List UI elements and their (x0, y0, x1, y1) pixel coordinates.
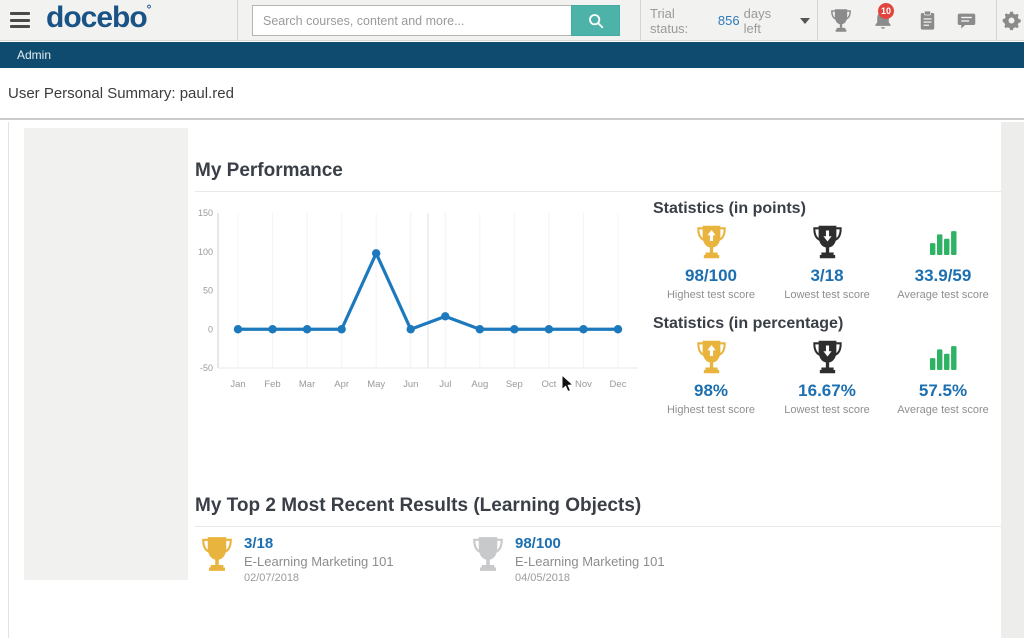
svg-text:Dec: Dec (610, 379, 627, 390)
result-item: 98/100 E-Learning Marketing 101 04/05/20… (473, 535, 665, 584)
stat-value: 33.9/59 (914, 266, 972, 285)
notifications-button[interactable]: 10 (866, 0, 900, 41)
hamburger-menu-icon[interactable] (10, 12, 30, 28)
divider (817, 0, 818, 41)
performance-chart: 150 100 50 0 -50 Jan Feb Mar Apr May Jun Jul Aug Sep O… (198, 208, 638, 390)
notification-badge: 10 (878, 3, 894, 19)
stat-label: Lowest test score (784, 404, 870, 416)
stat-value: 3/18 (810, 266, 844, 285)
messages-button[interactable] (950, 0, 982, 41)
svg-text:Jun: Jun (403, 379, 418, 390)
stats-percentage-grid: 98% Highest test score 16.67% Lowest tes… (653, 337, 1001, 416)
stats-points-title: Statistics (in points) (653, 200, 806, 217)
page-title: User Personal Summary: paul.red (8, 84, 234, 102)
caret-down-icon (800, 17, 810, 24)
trophy-up-gold-icon (697, 339, 726, 375)
mouse-cursor-icon (561, 374, 575, 393)
svg-text:100: 100 (198, 247, 213, 257)
top-bar: docebo° Trial status: 856 days left 10 (0, 0, 1024, 41)
gear-icon (1002, 11, 1021, 31)
admin-menu-label[interactable]: Admin (17, 48, 52, 62)
search-input[interactable] (252, 5, 571, 36)
stat-item: 98/100 Highest test score (653, 222, 769, 301)
svg-text:Feb: Feb (264, 379, 280, 390)
trial-status-dropdown[interactable]: Trial status: 856 days left (650, 0, 810, 41)
sidebar-placeholder-panel (24, 128, 188, 580)
stat-value: 98% (693, 381, 729, 400)
trial-days-left: 856 (717, 13, 740, 28)
statistics-panel: Statistics (in points) 98/100 Highest te… (653, 200, 1001, 416)
stat-label: Highest test score (666, 289, 756, 301)
logo-registered-mark: ° (146, 2, 152, 16)
svg-text:50: 50 (203, 286, 213, 296)
result-item: 3/18 E-Learning Marketing 101 02/07/2018 (202, 535, 394, 584)
stat-label: Highest test score (666, 404, 756, 416)
stat-value: 57.5% (918, 381, 968, 400)
trophy-gold-icon (202, 535, 232, 573)
svg-text:Aug: Aug (471, 379, 488, 390)
results-section-title: My Top 2 Most Recent Results (Learning O… (195, 495, 1001, 527)
trophy-up-gold-icon (697, 224, 726, 260)
svg-text:0: 0 (208, 324, 213, 334)
svg-text:Nov: Nov (575, 379, 592, 390)
divider (640, 0, 641, 41)
docebo-logo[interactable]: docebo° (46, 1, 152, 34)
result-date: 04/05/2018 (515, 572, 571, 584)
stat-value: 98/100 (685, 266, 737, 285)
search-bar (252, 5, 620, 36)
stat-label: Average test score (897, 289, 989, 301)
admin-bar: Admin (0, 42, 1024, 68)
stat-label: Lowest test score (784, 289, 870, 301)
gamification-trophy-button[interactable] (826, 0, 856, 41)
trophy-down-black-icon (813, 224, 842, 260)
svg-text:Oct: Oct (542, 379, 557, 390)
divider (996, 0, 997, 41)
svg-text:-50: -50 (200, 363, 213, 373)
trial-status-label: Trial status: (650, 5, 689, 36)
tasks-button[interactable] (912, 0, 942, 41)
result-score: 98/100 (515, 535, 561, 552)
search-button[interactable] (571, 5, 620, 36)
result-course: E-Learning Marketing 101 (244, 554, 394, 569)
chat-icon (957, 13, 975, 28)
svg-text:Apr: Apr (334, 379, 349, 390)
stat-item: 33.9/59 Average test score (885, 222, 1001, 301)
stat-item: 57.5% Average test score (885, 337, 1001, 416)
trophy-down-black-icon (813, 339, 842, 375)
svg-text:Sep: Sep (506, 379, 523, 390)
svg-text:Jan: Jan (230, 379, 245, 390)
stats-points-grid: 98/100 Highest test score 3/18 Lowest te… (653, 222, 1001, 301)
stat-item: 98% Highest test score (653, 337, 769, 416)
bar-chart-green-icon (929, 344, 958, 370)
result-course: E-Learning Marketing 101 (515, 554, 665, 569)
divider (237, 0, 238, 41)
svg-text:Jul: Jul (439, 379, 451, 390)
clipboard-icon (920, 10, 934, 30)
svg-text:150: 150 (198, 208, 213, 218)
trophy-silver-icon (473, 535, 503, 573)
trophy-icon (831, 8, 851, 33)
svg-text:Mar: Mar (299, 379, 315, 390)
scroll-gutter (1001, 122, 1024, 638)
page-header: User Personal Summary: paul.red (0, 68, 1024, 120)
bar-chart-green-icon (929, 229, 958, 255)
stat-item: 16.67% Lowest test score (769, 337, 885, 416)
result-date: 02/07/2018 (244, 572, 300, 584)
stat-item: 3/18 Lowest test score (769, 222, 885, 301)
trial-status-suffix: days left (743, 5, 772, 36)
settings-button[interactable] (999, 0, 1024, 41)
result-score: 3/18 (244, 535, 274, 552)
performance-section-title: My Performance (195, 160, 1001, 192)
svg-text:May: May (367, 379, 385, 390)
search-icon (588, 13, 603, 28)
stat-value: 16.67% (798, 381, 856, 400)
stats-percentage-title: Statistics (in percentage) (653, 315, 844, 332)
stat-label: Average test score (897, 404, 989, 416)
content-left-divider (8, 122, 9, 638)
